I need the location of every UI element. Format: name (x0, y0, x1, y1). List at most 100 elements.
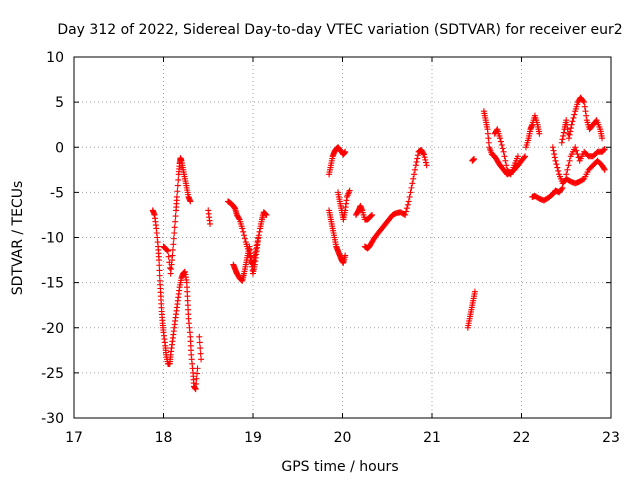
data-point (403, 205, 410, 212)
data-point (573, 147, 580, 154)
data-point (171, 224, 178, 231)
data-point (501, 153, 508, 160)
data-point (571, 111, 578, 118)
data-point (342, 252, 349, 259)
data-point (174, 182, 181, 189)
y-tick-label: -5 (50, 185, 64, 201)
data-point (550, 147, 557, 154)
y-tick-label: -10 (41, 231, 64, 247)
data-point (241, 235, 248, 242)
data-point (342, 148, 349, 155)
data-point (563, 117, 570, 124)
data-point (558, 185, 565, 192)
data-point (367, 213, 374, 220)
data-point (497, 138, 504, 145)
y-tick-label: 0 (55, 140, 64, 156)
data-point (405, 198, 412, 205)
data-point (407, 189, 414, 196)
data-point (493, 127, 500, 134)
data-point (413, 158, 420, 165)
data-point (502, 157, 509, 164)
data-point (173, 193, 180, 200)
axis-ticks: 17 18 19 20 21 22 23 10 5 0 -5 -10 -15 -20 -25 -30 (41, 50, 620, 446)
data-point (165, 253, 172, 260)
data-point (581, 99, 588, 106)
data-point (601, 146, 608, 153)
data-point (368, 212, 375, 219)
data-point (172, 213, 179, 220)
data-point (554, 164, 561, 171)
data-point (601, 166, 608, 173)
data-point (549, 144, 556, 151)
data-point (403, 208, 410, 215)
y-tick-label: 5 (55, 95, 64, 111)
data-point (582, 108, 589, 115)
data-point (207, 220, 214, 227)
data-point (156, 262, 163, 269)
data-point (169, 252, 176, 259)
x-tick-label: 20 (334, 430, 352, 446)
data-point (536, 130, 543, 137)
data-point (239, 225, 246, 232)
x-axis-label: GPS time / hours (281, 459, 398, 475)
data-point (567, 128, 574, 135)
data-point (414, 152, 421, 159)
data-point (599, 135, 606, 142)
data-point (369, 211, 376, 218)
data-point (572, 144, 579, 151)
data-point (262, 210, 269, 217)
data-point (423, 162, 430, 169)
data-point (262, 211, 269, 218)
data-point (194, 370, 201, 377)
data-point (256, 228, 263, 235)
data-point (503, 162, 510, 169)
data-point (551, 154, 558, 161)
data-point (192, 386, 199, 393)
x-tick-label: 19 (244, 430, 262, 446)
chart-title: Day 312 of 2022, Sidereal Day-to-day VTE… (57, 22, 622, 38)
x-tick-label: 17 (65, 430, 83, 446)
y-tick-label: 10 (46, 50, 64, 66)
data-point (197, 350, 204, 357)
data-point (569, 118, 576, 125)
data-point (255, 234, 262, 241)
data-point (411, 171, 418, 178)
data-point (574, 151, 581, 158)
data-point (156, 272, 163, 279)
data-point (196, 339, 203, 346)
data-point (240, 228, 247, 235)
data-point (471, 155, 478, 162)
data-point (514, 153, 521, 160)
data-point (559, 136, 566, 143)
data-point (566, 157, 573, 164)
data-point (193, 380, 200, 387)
data-point (581, 103, 588, 110)
data-point (197, 345, 204, 352)
data-point (409, 180, 416, 187)
data-point (420, 150, 427, 157)
data-point (565, 162, 572, 169)
y-tick-label: -20 (41, 321, 64, 337)
data-point (408, 184, 415, 191)
y-tick-label: -25 (41, 366, 64, 382)
data-point (565, 135, 572, 142)
data-point (156, 257, 163, 264)
data-point (567, 125, 574, 132)
data-point (241, 232, 248, 239)
data-point (560, 132, 567, 139)
data-point (497, 135, 504, 142)
y-tick-label: -15 (41, 276, 64, 292)
data-point (171, 229, 178, 236)
data-point (521, 154, 528, 161)
data-point (422, 159, 429, 166)
data-point (601, 165, 608, 172)
data-point (406, 193, 413, 200)
data-point (583, 112, 590, 119)
data-point (566, 131, 573, 138)
data-point (410, 175, 417, 182)
data-point (552, 157, 559, 164)
data-point (263, 211, 270, 218)
data-point (169, 246, 176, 253)
